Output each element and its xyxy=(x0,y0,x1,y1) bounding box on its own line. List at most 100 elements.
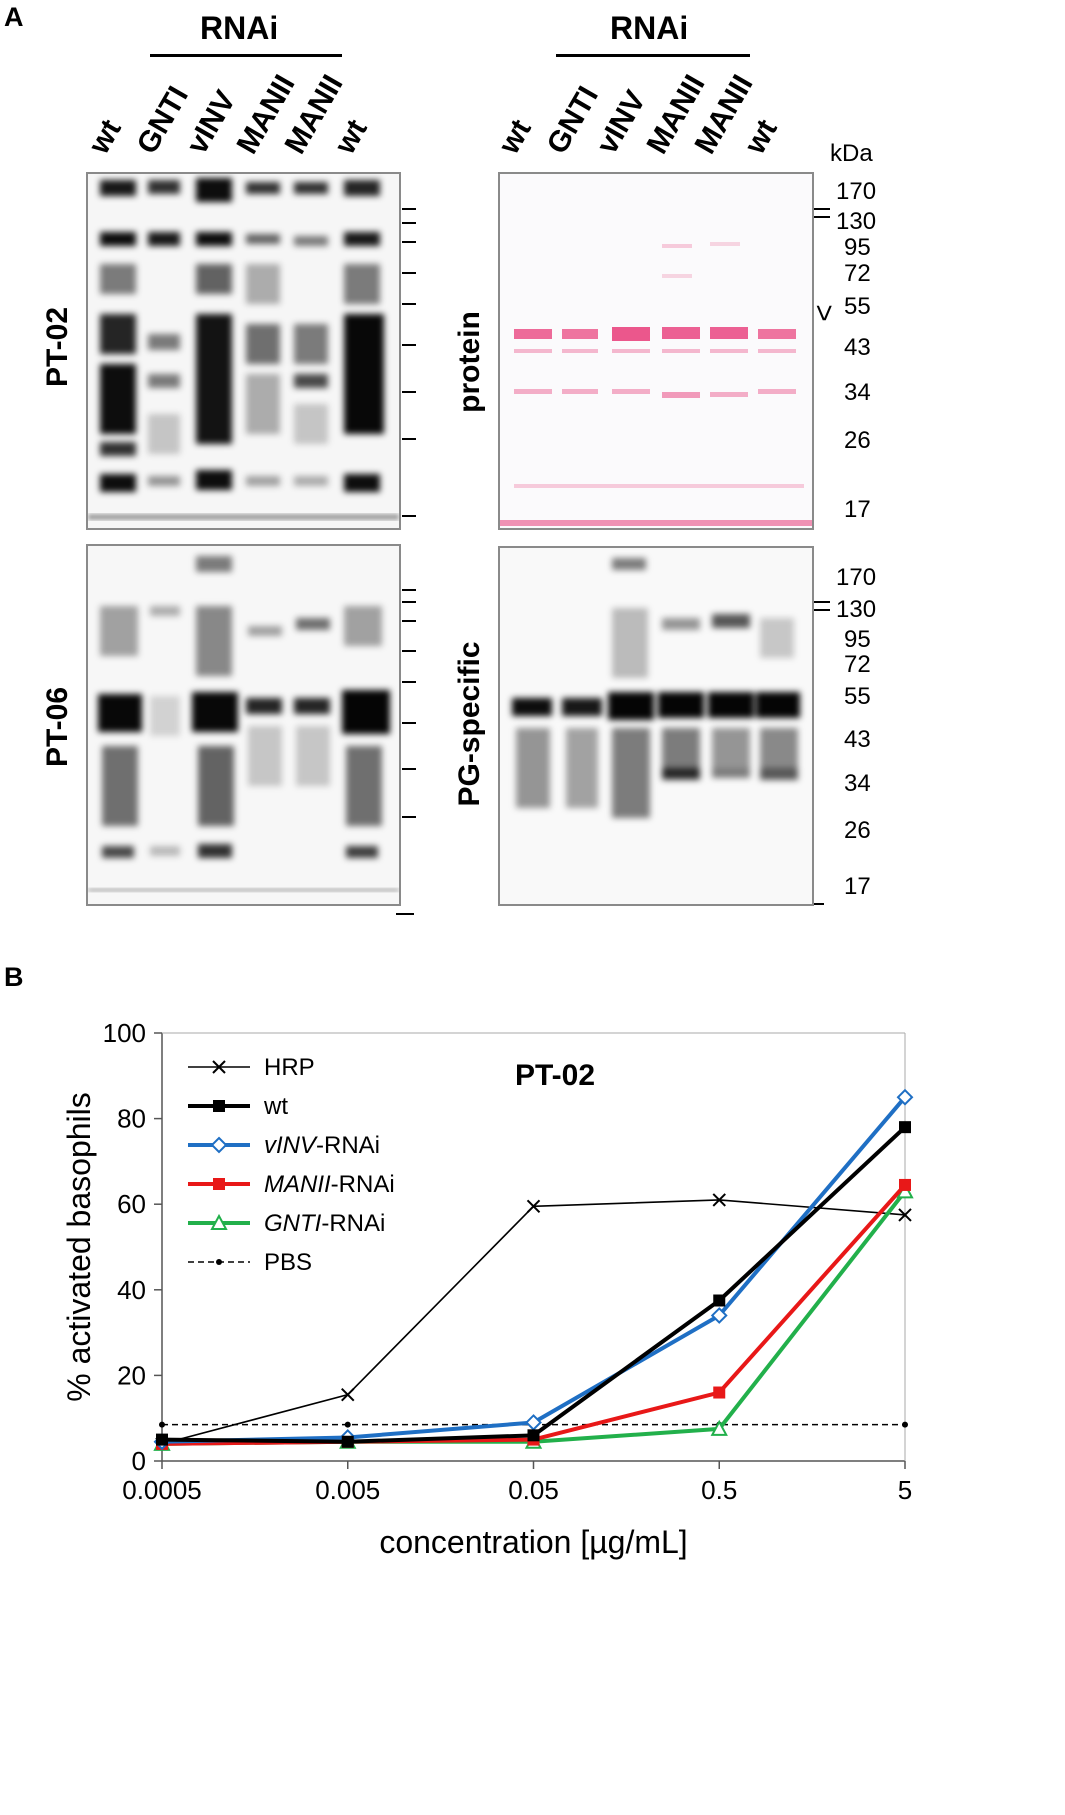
data-point-series-0-1 xyxy=(341,1387,355,1402)
kda-label: 95 xyxy=(844,234,871,261)
marker-tick xyxy=(402,344,416,346)
kda-label: 26 xyxy=(844,427,871,454)
data-point-series-1-0 xyxy=(156,1433,168,1446)
blot-pg-specific xyxy=(498,546,814,906)
kda-label: 43 xyxy=(844,726,871,753)
marker-tick xyxy=(814,609,830,611)
y-tick-label: 20 xyxy=(117,1360,146,1390)
legend-label-3: MANII-RNAi xyxy=(264,1171,395,1198)
marker-tick xyxy=(402,601,416,603)
kda-label: 26 xyxy=(844,817,871,844)
legend-marker-1 xyxy=(213,1100,225,1112)
rnai-label-left: RNAi xyxy=(200,10,279,46)
kda-label: 95 xyxy=(844,626,871,653)
legend-marker-5 xyxy=(216,1259,222,1265)
kda-unit-label: kDa xyxy=(830,140,873,167)
data-point-series-5-1 xyxy=(344,1421,351,1428)
arrowhead-marker: < xyxy=(807,304,841,322)
side-label-protein: protein xyxy=(453,311,486,413)
legend-marker-3 xyxy=(213,1178,225,1190)
panel-a-letter: A xyxy=(4,2,24,32)
lane-label-left-6: wt xyxy=(328,114,374,160)
x-axis-label: concentration [µg/mL] xyxy=(379,1524,687,1560)
x-tick-label: 0.5 xyxy=(701,1475,737,1505)
data-point-series-1-1 xyxy=(341,1435,354,1448)
lane-label-left-2: GNTI xyxy=(130,80,195,160)
kda-label: 34 xyxy=(844,770,871,797)
x-tick-label: 0.05 xyxy=(508,1475,559,1505)
marker-tick xyxy=(402,681,416,683)
marker-tick xyxy=(402,650,416,652)
kda-label: 72 xyxy=(844,260,871,287)
lane-label-right-1: wt xyxy=(492,114,538,160)
blot-pt02 xyxy=(86,172,401,530)
chart-title: PT-02 xyxy=(515,1059,595,1092)
marker-tick xyxy=(402,722,416,724)
marker-tick xyxy=(402,438,416,440)
data-point-series-2-4 xyxy=(896,1088,914,1106)
marker-tick xyxy=(396,913,414,915)
legend-label-4: GNTI-RNAi xyxy=(264,1210,385,1237)
marker-tick xyxy=(402,272,416,274)
x-tick-label: 0.0005 xyxy=(122,1475,202,1505)
y-axis-label: % activated basophils xyxy=(61,1092,97,1402)
y-tick-label: 60 xyxy=(117,1189,146,1219)
lane-label-left-1: wt xyxy=(82,114,128,160)
kda-label: 170 xyxy=(836,564,877,591)
blot-protein xyxy=(498,172,814,530)
data-point-series-4-3 xyxy=(710,1419,728,1436)
kda-label: 72 xyxy=(844,651,871,678)
kda-label: 17 xyxy=(844,496,871,523)
kda-label: 170 xyxy=(836,178,877,205)
data-point-series-1-2 xyxy=(527,1429,540,1442)
marker-tick xyxy=(814,601,830,603)
rnai-bar-left xyxy=(150,54,342,57)
legend-label-0: HRP xyxy=(264,1054,315,1081)
side-label-pt02: PT-02 xyxy=(41,306,74,388)
kda-label: 55 xyxy=(844,683,871,710)
marker-tick xyxy=(402,620,416,622)
marker-tick xyxy=(402,816,416,818)
marker-tick xyxy=(402,303,416,305)
rnai-bar-right xyxy=(556,54,750,57)
rnai-label-right: RNAi xyxy=(610,10,689,46)
y-tick-label: 40 xyxy=(117,1275,146,1305)
marker-tick xyxy=(402,589,416,591)
legend-label-2: vINV-RNAi xyxy=(264,1132,380,1159)
y-tick-label: 0 xyxy=(132,1446,146,1476)
lane-label-right-2: GNTI xyxy=(540,80,605,160)
line-chart: 0 20 40 60 80 100 0.0005 0.005 0.05 0.5 5 concentra… xyxy=(61,1018,914,1560)
data-point-series-1-3 xyxy=(713,1294,726,1307)
marker-tick xyxy=(814,216,830,218)
x-tick-label: 0.005 xyxy=(315,1475,380,1505)
marker-tick xyxy=(402,515,416,517)
data-point-series-3-3 xyxy=(713,1386,726,1399)
marker-tick xyxy=(814,903,824,905)
y-tick-label: 100 xyxy=(103,1018,146,1048)
data-point-series-2-3 xyxy=(710,1307,728,1324)
marker-tick xyxy=(402,222,416,224)
kda-label: 130 xyxy=(836,208,877,235)
legend-marker-2 xyxy=(210,1136,228,1154)
marker-tick xyxy=(814,208,830,210)
legend-marker-4 xyxy=(210,1213,228,1230)
kda-label: 130 xyxy=(836,596,877,623)
kda-label: 34 xyxy=(844,379,871,406)
marker-tick xyxy=(402,768,416,770)
kda-label: 17 xyxy=(844,873,871,900)
marker-tick xyxy=(402,241,416,243)
kda-label: 55 xyxy=(844,293,871,320)
data-point-series-5-0 xyxy=(159,1421,165,1428)
blot-pt06 xyxy=(86,544,401,906)
legend-label-5: PBS xyxy=(264,1249,312,1276)
data-point-series-0-3 xyxy=(712,1193,726,1207)
side-label-pg-specific: PG-specific xyxy=(453,641,486,807)
y-tick-label: 80 xyxy=(117,1104,146,1134)
legend-marker-0 xyxy=(212,1060,226,1074)
x-tick-label: 5 xyxy=(898,1475,912,1505)
data-point-series-5-4 xyxy=(902,1421,908,1428)
marker-tick xyxy=(402,391,416,393)
lane-label-right-6: wt xyxy=(738,114,784,160)
legend-label-1: wt xyxy=(263,1093,288,1120)
data-point-series-3-4 xyxy=(899,1178,911,1191)
